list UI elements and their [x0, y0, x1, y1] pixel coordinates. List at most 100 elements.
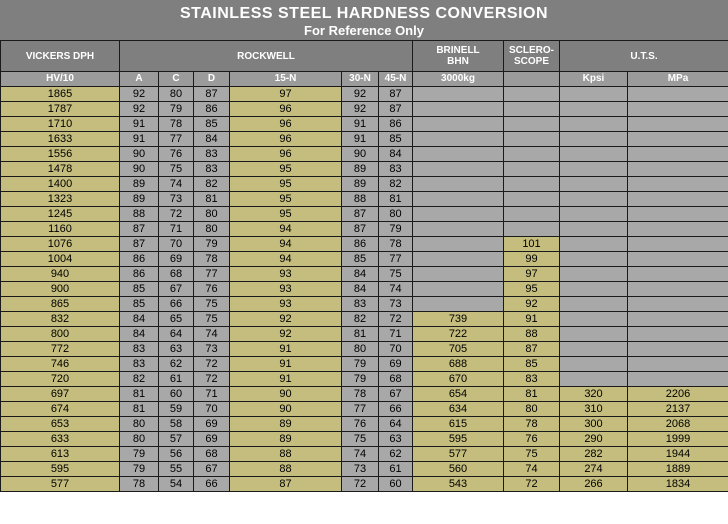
table-row: 674 81 59 70 90 77 66 634 80 310 2137: [0, 401, 728, 417]
scleroscope-cell: 88: [503, 326, 560, 342]
rockwell-30n-cell: 91: [341, 131, 379, 147]
rockwell-15n-cell: 91: [229, 356, 342, 372]
rockwell-d-cell: 85: [193, 116, 230, 132]
rockwell-c-cell: 80: [158, 86, 194, 102]
rockwell-45n-cell: 87: [378, 101, 413, 117]
rockwell-c-cell: 68: [158, 266, 194, 282]
table-row: 1245 88 72 80 95 87 80: [0, 206, 728, 222]
scleroscope-cell: 101: [503, 236, 560, 252]
brinell-cell: [412, 116, 504, 132]
rockwell-d-cell: 75: [193, 296, 230, 312]
rockwell-d-cell: 76: [193, 281, 230, 297]
brinell-cell: 543: [412, 476, 504, 492]
uts-mpa-cell: [626, 251, 728, 267]
scleroscope-cell: 83: [503, 371, 560, 387]
rockwell-a-cell: 86: [119, 251, 159, 267]
hv10-cell: 1478: [0, 161, 120, 177]
title-bar: STAINLESS STEEL HARDNESS CONVERSION For …: [0, 0, 728, 40]
uts-kpsi-cell: [559, 146, 628, 162]
rockwell-d-cell: 80: [193, 221, 230, 237]
rockwell-45n-cell: 82: [378, 176, 413, 192]
brinell-cell: 615: [412, 416, 504, 432]
rockwell-c-cell: 65: [158, 311, 194, 327]
table-row: 697 81 60 71 90 78 67 654 81 320 2206: [0, 386, 728, 402]
scleroscope-cell: 87: [503, 341, 560, 357]
brinell-cell: 688: [412, 356, 504, 372]
rockwell-c-cell: 56: [158, 446, 194, 462]
uts-mpa-cell: [626, 296, 728, 312]
hv10-cell: 1865: [0, 86, 120, 102]
brinell-cell: [412, 86, 504, 102]
uts-kpsi-cell: 266: [559, 476, 628, 492]
table-row: 900 85 67 76 93 84 74 95: [0, 281, 728, 297]
rockwell-15n-cell: 92: [229, 311, 342, 327]
rockwell-30n-cell: 79: [341, 356, 379, 372]
table-row: 746 83 62 72 91 79 69 688 85: [0, 356, 728, 372]
rockwell-c-cell: 77: [158, 131, 194, 147]
uts-kpsi-cell: [559, 236, 628, 252]
rockwell-15n-cell: 87: [229, 476, 342, 492]
scleroscope-cell: 74: [503, 461, 560, 477]
brinell-cell: [412, 146, 504, 162]
uts-mpa-cell: [626, 341, 728, 357]
rockwell-d-cell: 72: [193, 371, 230, 387]
rockwell-c-cell: 64: [158, 326, 194, 342]
rockwell-header: ROCKWELL: [119, 40, 413, 72]
rockwell-15n-cell: 94: [229, 236, 342, 252]
table-row: 1478 90 75 83 95 89 83: [0, 161, 728, 177]
rockwell-c-cell: 69: [158, 251, 194, 267]
scleroscope-cell: 95: [503, 281, 560, 297]
rockwell-c-cell: 78: [158, 116, 194, 132]
scleroscope-cell: [503, 191, 560, 207]
scleroscope-cell: 92: [503, 296, 560, 312]
table-row: 940 86 68 77 93 84 75 97: [0, 266, 728, 282]
rockwell-c-cell: 76: [158, 146, 194, 162]
uts-header: U.T.S.: [558, 40, 728, 72]
uts-mpa-cell: [626, 206, 728, 222]
uts-mpa-cell: [626, 131, 728, 147]
uts-kpsi-cell: [559, 161, 628, 177]
vickers-header: VICKERS DPH: [0, 40, 120, 72]
rockwell-a-cell: 89: [119, 191, 159, 207]
scleroscope-cell: [503, 161, 560, 177]
rockwell-a-cell: 92: [119, 101, 159, 117]
table-row: 653 80 58 69 89 76 64 615 78 300 2068: [0, 416, 728, 432]
table-row: 577 78 54 66 87 72 60 543 72 266 1834: [0, 476, 728, 492]
uts-mpa-cell: [626, 326, 728, 342]
rockwell-a-cell: 81: [119, 386, 159, 402]
brinell-cell: 577: [412, 446, 504, 462]
rockwell-45n-cell: 60: [378, 476, 413, 492]
rockwell-45n-cell: 78: [378, 236, 413, 252]
rockwell-d-cell: 66: [193, 476, 230, 492]
rockwell-a-cell: 80: [119, 416, 159, 432]
hv10-cell: 1245: [0, 206, 120, 222]
rockwell-30n-cell: 75: [341, 431, 379, 447]
rockwell-45n-cell: 79: [378, 221, 413, 237]
hv10-cell: 720: [0, 371, 120, 387]
scleroscope-sub-header: [503, 71, 560, 87]
rockwell-a-cell: 78: [119, 476, 159, 492]
hv10-cell: 865: [0, 296, 120, 312]
uts-kpsi-cell: [559, 176, 628, 192]
rockwell-a-cell: 84: [119, 311, 159, 327]
uts-mpa-cell: 1944: [626, 446, 728, 462]
rockwell-30n-cell: 87: [341, 206, 379, 222]
rockwell-c-cell: 59: [158, 401, 194, 417]
hv10-cell: 595: [0, 461, 120, 477]
rockwell-c-cell: 71: [158, 221, 194, 237]
rockwell-a-cell: 87: [119, 221, 159, 237]
uts-kpsi-cell: [559, 266, 628, 282]
uts-kpsi-cell: [559, 221, 628, 237]
sub-header-row: HV/10 A C D 15-N 30-N 45-N 3000kg Kpsi M…: [0, 71, 728, 87]
brinell-cell: 739: [412, 311, 504, 327]
uts-mpa-cell: [626, 161, 728, 177]
rockwell-c-cell: 75: [158, 161, 194, 177]
hv10-cell: 1160: [0, 221, 120, 237]
rockwell-30n-cell: 82: [341, 311, 379, 327]
scleroscope-cell: [503, 131, 560, 147]
hv10-cell: 674: [0, 401, 120, 417]
rockwell-15n-cell: 91: [229, 371, 342, 387]
scleroscope-cell: [503, 116, 560, 132]
brinell-header: BRINELL BHN: [412, 40, 504, 72]
